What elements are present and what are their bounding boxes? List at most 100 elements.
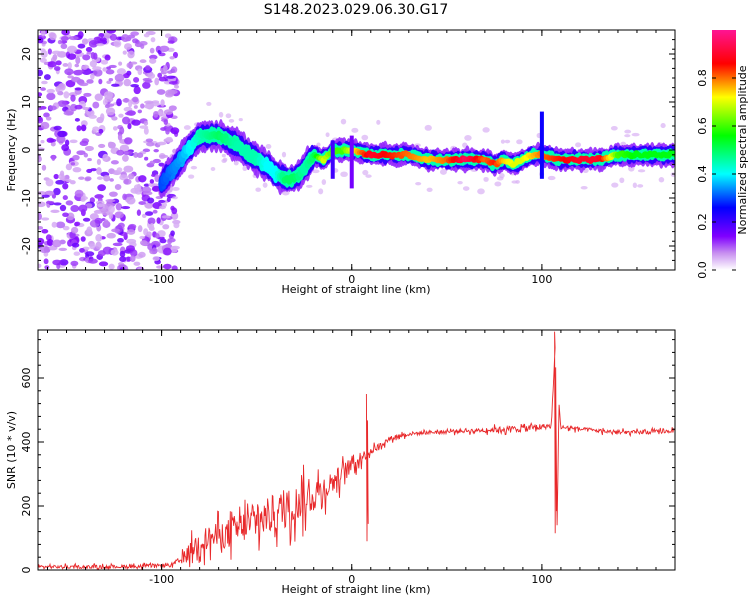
- faint-blob: [233, 160, 239, 166]
- noise-blob: [80, 124, 87, 132]
- noise-blob: [151, 185, 161, 192]
- noise-blob: [88, 40, 99, 48]
- noise-blob: [38, 237, 45, 245]
- noise-blob: [56, 135, 66, 144]
- noise-blob: [158, 199, 166, 204]
- faint-blob: [225, 113, 232, 119]
- noise-blob: [167, 238, 173, 245]
- noise-blob: [55, 60, 62, 66]
- noise-blob: [38, 263, 42, 269]
- noise-blob: [142, 81, 151, 89]
- noise-blob: [43, 74, 51, 80]
- noise-blob: [143, 33, 150, 38]
- noise-blob: [122, 154, 129, 162]
- noise-blob: [160, 99, 165, 107]
- noise-blob: [98, 128, 104, 134]
- noise-blob: [98, 261, 109, 267]
- snr-x-label: Height of straight line (km): [281, 583, 430, 596]
- noise-blob: [140, 103, 145, 109]
- noise-blob: [156, 265, 165, 269]
- noise-blob: [138, 201, 146, 205]
- noise-blob: [153, 148, 159, 153]
- faint-blob: [483, 176, 489, 182]
- noise-blob: [78, 176, 85, 180]
- noise-blob: [108, 205, 115, 214]
- noise-blob: [114, 73, 125, 82]
- faint-blob: [670, 172, 675, 177]
- noise-blob: [102, 98, 108, 106]
- noise-blob: [151, 247, 158, 255]
- faint-blob: [228, 118, 235, 123]
- noise-blob: [110, 160, 119, 165]
- noise-blob: [79, 140, 89, 146]
- noise-blob: [40, 30, 46, 37]
- faint-blob: [624, 134, 631, 138]
- noise-blob: [43, 112, 50, 118]
- noise-blob: [89, 243, 96, 250]
- noise-blob: [85, 251, 95, 257]
- y-tick-label: -10: [20, 189, 33, 207]
- faint-blob: [242, 166, 248, 172]
- noise-blob: [69, 139, 78, 144]
- noise-blob: [165, 128, 170, 135]
- noise-blob: [157, 72, 163, 78]
- noise-blob: [147, 217, 156, 225]
- noise-blob: [116, 98, 122, 107]
- noise-blob: [38, 37, 44, 44]
- noise-blob: [45, 200, 55, 205]
- noise-blob: [57, 130, 67, 138]
- noise-blob: [80, 236, 86, 242]
- faint-blob: [631, 132, 640, 137]
- noise-blob: [49, 138, 57, 143]
- noise-blob: [114, 211, 124, 219]
- noise-blob: [144, 156, 149, 161]
- noise-blob: [137, 109, 143, 114]
- noise-blob: [38, 92, 43, 97]
- x-tick-label: 100: [531, 273, 552, 286]
- noise-blob: [53, 66, 61, 71]
- noise-blob: [111, 83, 120, 87]
- noise-blob: [147, 72, 156, 79]
- noise-blob: [41, 217, 50, 221]
- noise-blob: [49, 32, 57, 41]
- noise-blob: [77, 31, 84, 39]
- faint-blob: [325, 132, 330, 138]
- noise-blob: [84, 176, 92, 181]
- noise-blob: [88, 114, 97, 119]
- noise-blob: [50, 209, 60, 214]
- noise-blob: [52, 259, 62, 266]
- noise-blob: [38, 226, 44, 230]
- noise-blob: [124, 137, 133, 145]
- noise-blob: [38, 116, 44, 124]
- faint-blob: [281, 151, 287, 158]
- noise-blob: [144, 211, 154, 216]
- noise-blob: [98, 143, 106, 149]
- noise-blob: [136, 209, 142, 216]
- noise-blob: [40, 139, 45, 144]
- noise-blob: [170, 127, 180, 135]
- noise-blob: [44, 190, 55, 196]
- noise-blob: [128, 173, 135, 180]
- faint-blob: [281, 190, 290, 196]
- faint-blob: [210, 166, 216, 172]
- noise-blob: [88, 258, 98, 264]
- colorbar-tick-label: 0.4: [696, 165, 709, 183]
- noise-blob: [73, 251, 81, 256]
- noise-blob: [154, 174, 160, 183]
- noise-blob: [102, 246, 113, 255]
- snr-panel: -100 0 100 0 200 400 600 Height of straight l…: [5, 329, 676, 596]
- faint-blob: [190, 165, 198, 170]
- y-tick-label: -20: [20, 237, 33, 255]
- noise-blob: [65, 80, 76, 88]
- noise-blob: [174, 84, 180, 89]
- noise-blob: [84, 145, 94, 152]
- x-tick-label: -100: [149, 273, 174, 286]
- noise-blob: [149, 179, 155, 184]
- noise-blob: [105, 69, 115, 75]
- faint-blob: [611, 182, 619, 188]
- noise-blob: [132, 96, 139, 103]
- noise-blob: [119, 126, 125, 135]
- noise-blob: [149, 222, 155, 230]
- noise-blob: [105, 103, 115, 107]
